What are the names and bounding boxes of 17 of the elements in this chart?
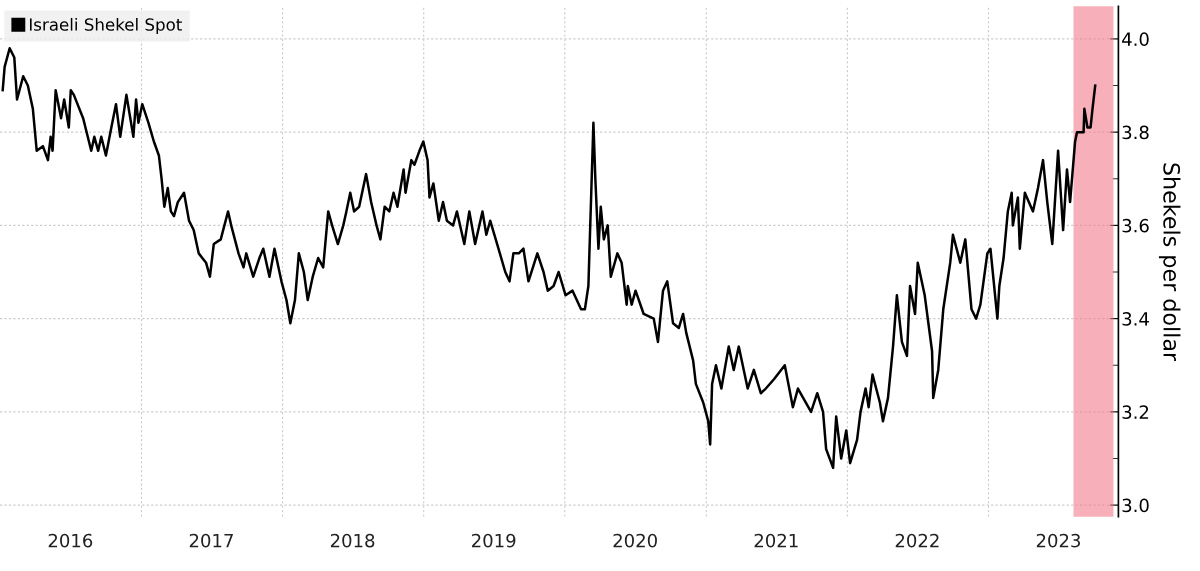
y-tick-label: 3.6 <box>1122 218 1149 233</box>
y-axis-title: Shekels per dollar <box>1158 163 1181 362</box>
x-tick-label: 2016 <box>48 533 93 548</box>
x-tick-label: 2020 <box>613 533 657 548</box>
y-tick-label: 3.4 <box>1122 312 1149 326</box>
y-tick-label: 3.8 <box>1122 125 1149 140</box>
legend-label: Israeli Shekel Spot <box>29 17 182 35</box>
y-tick-label: 3.2 <box>1122 405 1149 419</box>
x-tick-label: 2019 <box>472 533 516 548</box>
x-tick-label: 2023 <box>1036 533 1081 548</box>
x-tick-label: 2021 <box>754 533 798 548</box>
x-tick-label: 2017 <box>189 533 233 548</box>
y-tick-label: 3.0 <box>1122 498 1149 513</box>
line-series <box>1 46 1097 470</box>
y-tick-label: 4.0 <box>1122 32 1149 47</box>
x-tick-label: 2018 <box>330 533 375 548</box>
x-tick-label: 2022 <box>895 533 939 548</box>
